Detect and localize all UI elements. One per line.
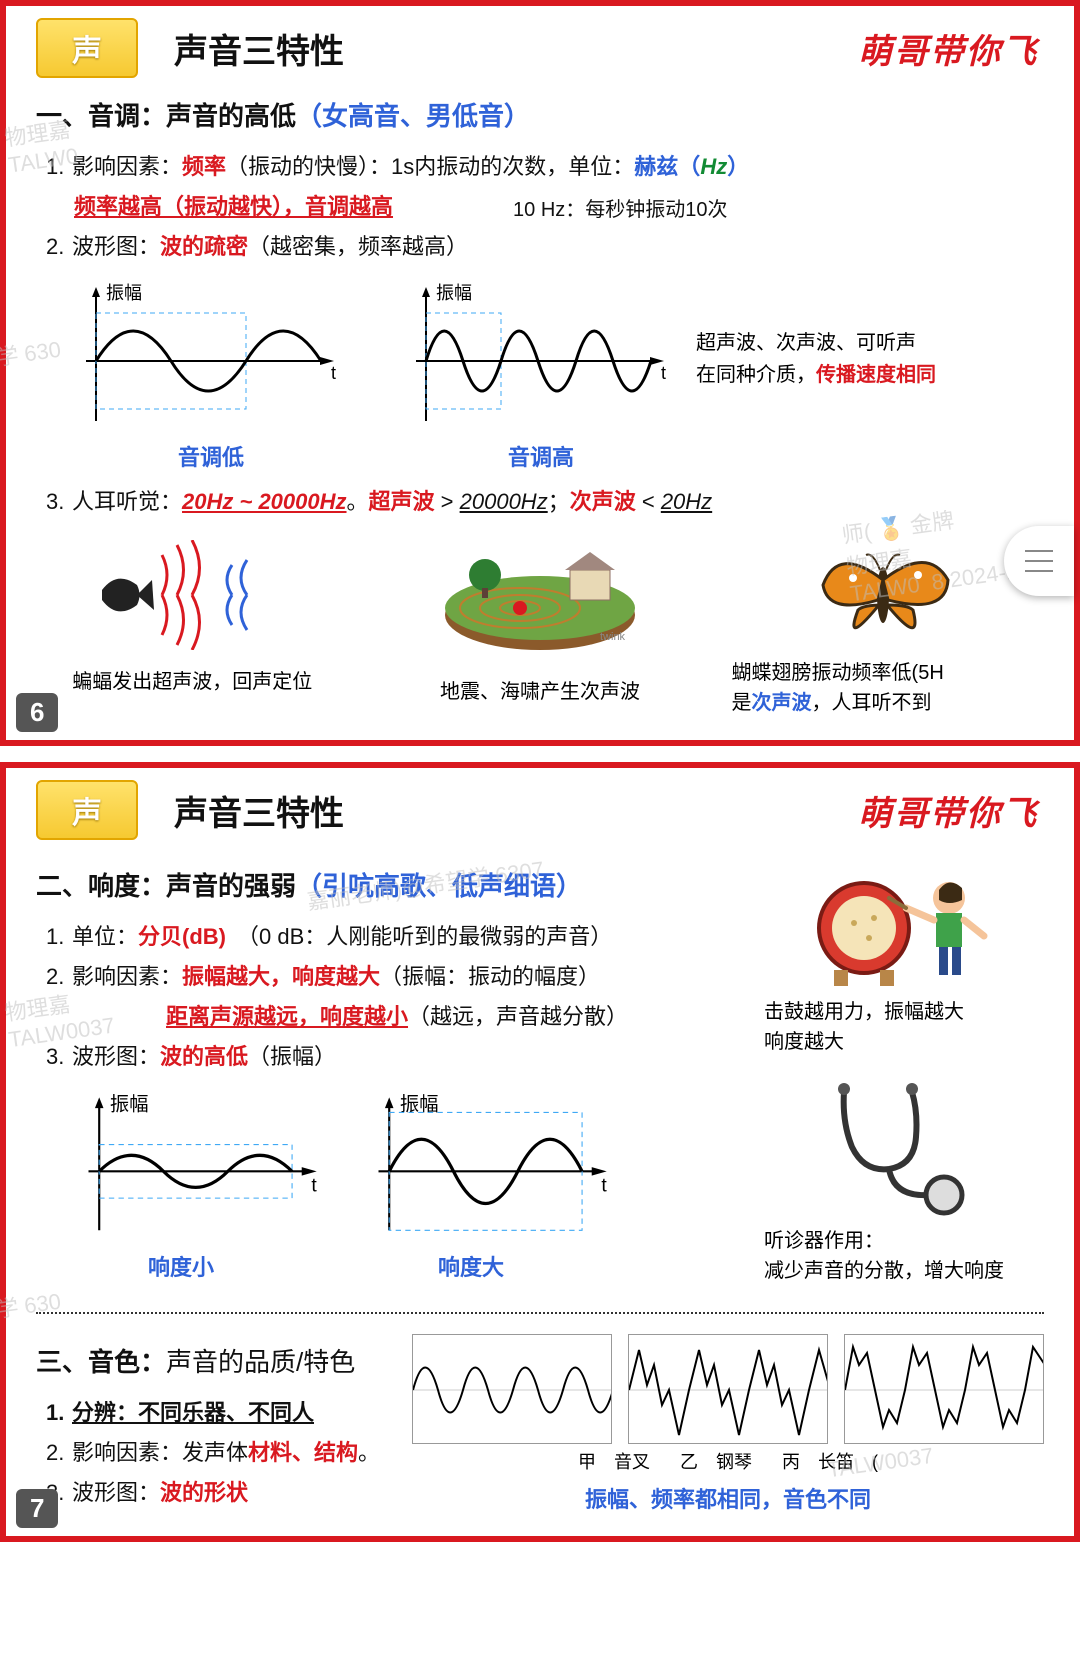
point-3: 3.人耳听觉：20Hz ~ 20000Hz。超声波 > 20000Hz；次声波 … <box>46 482 1044 522</box>
waveform-compare-loudness: 振幅t 响度小 振幅t 响度大 <box>66 1091 744 1282</box>
waveform-compare: 振幅 t 音调低 振幅 t 音调高 <box>76 281 676 472</box>
svg-text:振幅: 振幅 <box>110 1093 149 1115</box>
emphasis-rule: 频率越高（振动越快），音调越高 <box>74 194 393 219</box>
timbre-label: 乙 钢琴 <box>680 1448 752 1474</box>
wave-high-pitch: 振幅 t 音调高 <box>406 281 676 472</box>
hz-example: 10 Hz：每秒钟振动10次 <box>513 193 728 222</box>
wave-quiet: 振幅t 响度小 <box>66 1091 296 1282</box>
menu-button[interactable] <box>1004 526 1074 596</box>
examples-row: 蝙蝠发出超声波，回声定位 twink 地震、海啸产生次声波 蝴蝶翅膀振动频率低(… <box>36 540 1044 718</box>
timbre-label: 丙 长笛 ( <box>782 1448 878 1474</box>
page-title: 声音三特性 <box>174 24 344 73</box>
point-2: 2.波形图：波的疏密（越密集，频率越高） <box>46 227 1044 267</box>
section-1-heading: 一、音调：声音的高低（女高音、男低音） <box>36 96 1044 133</box>
category-badge: 声 <box>36 18 138 78</box>
timbre-waveforms: 甲 音叉 乙 钢琴 丙 长笛 ( 振幅、频率都相同，音色不同 <box>412 1334 1044 1514</box>
wave-caption: 响度小 <box>66 1250 296 1282</box>
point-3: 3.波形图：波的形状 <box>46 1473 412 1513</box>
page-title: 声音三特性 <box>174 786 344 835</box>
example-butterfly: 蝴蝶翅膀振动频率低(5H 是次声波，人耳听不到 <box>732 540 1044 718</box>
brand-logo: 萌哥带你飞 <box>858 24 1038 73</box>
wave-caption: 响度大 <box>356 1250 586 1282</box>
slide-6: 物理嘉TALW0 师( 🏅 金牌物理嘉TALW0 8 2024-1 学 630 … <box>0 0 1080 746</box>
slide-7: 嘉丽老师)@希望学 6307 物理嘉TALW0037 学 630 TALW003… <box>0 762 1080 1542</box>
page-number: 7 <box>16 1489 58 1528</box>
header: 声 声音三特性 萌哥带你飞 <box>36 780 1044 840</box>
point-2: 2.影响因素：振幅越大，响度越大（振幅：振动的幅度） <box>46 957 744 997</box>
point-1: 1.影响因素：频率（振动的快慢）：1s内振动的次数，单位：赫兹（Hz） <box>46 147 1044 187</box>
svg-text:t: t <box>661 363 666 383</box>
section-example: （女高音、男低音） <box>296 101 530 131</box>
point-2: 2.影响因素：发声体材料、结构。 <box>46 1433 412 1473</box>
point-1: 1.单位：分贝(dB) （0 dB：人刚能听到的最微弱的声音） <box>46 917 744 957</box>
propagation-note: 超声波、次声波、可听声 在同种介质，传播速度相同 <box>696 327 936 391</box>
svg-text:振幅: 振幅 <box>436 283 472 303</box>
svg-text:t: t <box>311 1176 317 1197</box>
wave-caption: 音调高 <box>406 440 676 472</box>
svg-text:twink: twink <box>600 631 626 643</box>
category-badge: 声 <box>36 780 138 840</box>
timbre-label: 甲 音叉 <box>578 1448 650 1474</box>
section-prefix: 一、音调： <box>36 101 166 131</box>
wave-caption: 音调低 <box>76 440 346 472</box>
brand-logo: 萌哥带你飞 <box>858 786 1038 835</box>
svg-text:t: t <box>601 1176 607 1197</box>
point-1: 1.分辨：不同乐器、不同人 <box>46 1393 412 1433</box>
stethoscope-illustration <box>794 1077 994 1217</box>
example-bat: 蝙蝠发出超声波，回声定位 <box>36 540 348 718</box>
timbre-conclusion: 振幅、频率都相同，音色不同 <box>412 1482 1044 1514</box>
section-desc: 声音的高低 <box>166 101 296 131</box>
wave-low-pitch: 振幅 t 音调低 <box>76 281 346 472</box>
svg-text:振幅: 振幅 <box>106 283 142 303</box>
page-number: 6 <box>16 693 58 732</box>
header: 声 声音三特性 萌哥带你飞 <box>36 18 1044 78</box>
svg-text:t: t <box>331 363 336 383</box>
divider <box>36 1312 1044 1314</box>
wave-loud: 振幅t 响度大 <box>356 1091 586 1282</box>
section-2-heading: 二、响度：声音的强弱（引吭高歌、低声细语） <box>36 866 744 903</box>
point-3: 3.波形图：波的高低（振幅） <box>46 1037 744 1077</box>
example-earthquake: twink 地震、海啸产生次声波 <box>384 540 696 718</box>
drum-illustration <box>794 858 994 988</box>
right-column: 击鼓越用力，振幅越大 响度越大 听诊器作用： 减少声音的分散，增大响度 <box>744 858 1044 1286</box>
section-3-heading: 三、音色：声音的品质/特色 <box>36 1342 412 1379</box>
